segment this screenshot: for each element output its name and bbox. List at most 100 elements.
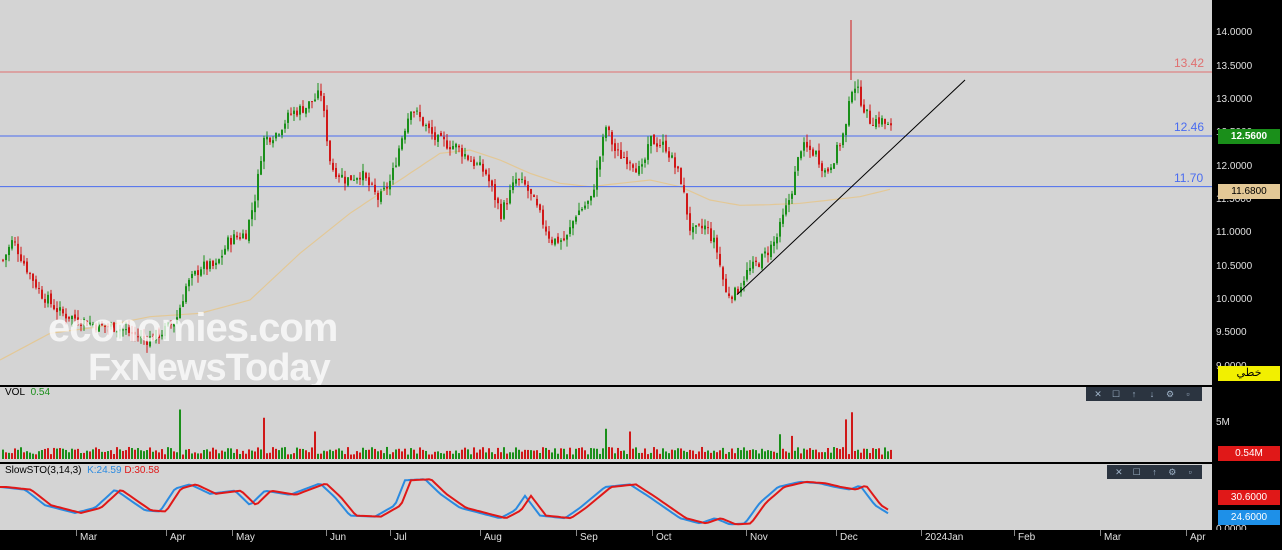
- candle-body: [599, 156, 601, 170]
- volume-bar: [803, 448, 805, 459]
- maximize-icon[interactable]: ☐: [1132, 466, 1141, 477]
- volume-bar: [716, 452, 718, 459]
- volume-bar: [284, 447, 286, 459]
- time-axis-label: Oct: [656, 532, 672, 543]
- stochastic-pane[interactable]: [0, 464, 1212, 530]
- volume-bar: [5, 452, 7, 459]
- settings-icon[interactable]: ⚙: [1165, 388, 1175, 399]
- last-price-tag: 12.5600: [1218, 129, 1280, 144]
- price-chart-svg[interactable]: [0, 0, 1212, 385]
- candle-body: [443, 136, 445, 140]
- volume-bar: [635, 447, 637, 459]
- volume-panel-toolbar[interactable]: ✕ ☐ ↑ ↓ ⚙ ▫: [1086, 387, 1202, 401]
- volume-bar: [530, 450, 532, 459]
- more-icon[interactable]: ▫: [1186, 389, 1190, 399]
- time-axis[interactable]: [0, 530, 1282, 550]
- settings-icon[interactable]: ⚙: [1168, 466, 1177, 477]
- stochastic-panel-toolbar[interactable]: ✕ ☐ ↑ ⚙ ▫: [1107, 465, 1202, 479]
- volume-bar: [128, 446, 130, 459]
- move-down-icon[interactable]: ↓: [1149, 389, 1155, 399]
- candle-body: [83, 319, 85, 325]
- price-pane[interactable]: [0, 0, 1212, 385]
- volume-bar: [80, 453, 82, 459]
- volume-bar: [98, 449, 100, 459]
- volume-title: VOL 0.54: [5, 387, 50, 398]
- candle-body: [734, 287, 736, 300]
- volume-bar: [35, 454, 37, 459]
- move-up-icon[interactable]: ↑: [1152, 467, 1157, 477]
- candle-body: [470, 160, 472, 162]
- volume-bar: [749, 450, 751, 459]
- volume-bar: [833, 447, 835, 459]
- volume-bar: [698, 451, 700, 459]
- time-axis-label: Apr: [170, 532, 186, 543]
- candle-body: [164, 325, 166, 337]
- time-axis-label: Aug: [484, 532, 502, 543]
- candle-body: [515, 179, 517, 184]
- candle-body: [173, 323, 175, 327]
- volume-bar: [497, 447, 499, 459]
- volume-bar: [554, 448, 556, 459]
- volume-bar: [890, 449, 892, 459]
- maximize-icon[interactable]: ☐: [1111, 388, 1121, 399]
- candle-body: [707, 227, 709, 229]
- candle-body: [260, 161, 262, 175]
- chart-mode-button[interactable]: خطي: [1218, 366, 1280, 381]
- more-icon[interactable]: ▫: [1188, 467, 1192, 477]
- candle-body: [794, 171, 796, 195]
- time-axis-tick: [746, 530, 747, 536]
- volume-bar: [881, 454, 883, 459]
- volume-bar: [194, 452, 196, 459]
- volume-bar: [293, 453, 295, 459]
- candle-body: [254, 201, 256, 213]
- candle-body: [782, 214, 784, 224]
- candle-body: [845, 124, 847, 136]
- volume-bar: [323, 450, 325, 459]
- candle-body: [35, 279, 37, 288]
- ma-polyline: [0, 149, 891, 361]
- time-axis-label: Nov: [750, 532, 768, 543]
- volume-bar: [326, 451, 328, 459]
- volume-bar: [269, 452, 271, 459]
- close-icon[interactable]: ✕: [1115, 466, 1123, 477]
- candle-body: [248, 219, 250, 241]
- volume-bar: [875, 448, 877, 459]
- volume-bar: [56, 448, 58, 459]
- volume-bar: [854, 450, 856, 459]
- volume-bar: [392, 452, 394, 459]
- candle-body: [263, 137, 265, 162]
- candle-body: [452, 146, 454, 150]
- candle-body: [641, 164, 643, 167]
- pane-separator[interactable]: [0, 385, 1282, 387]
- volume-bar: [614, 453, 616, 459]
- candle-body: [569, 227, 571, 234]
- candle-body: [830, 167, 832, 171]
- level-label: 11.70: [1174, 170, 1204, 185]
- volume-bar: [38, 451, 40, 459]
- volume-bar: [152, 451, 154, 459]
- volume-bar: [611, 447, 613, 459]
- volume-bar: [149, 447, 151, 459]
- candle-body: [548, 231, 550, 239]
- volume-bar: [569, 447, 571, 459]
- candle-body: [278, 134, 280, 136]
- volume-bar: [674, 450, 676, 459]
- close-icon[interactable]: ✕: [1094, 388, 1102, 399]
- volume-bar: [239, 453, 241, 459]
- candle-body: [77, 317, 79, 324]
- trendline[interactable]: [736, 79, 966, 296]
- candle-body: [104, 325, 106, 327]
- candle-body: [809, 145, 811, 151]
- volume-bar: [869, 453, 871, 459]
- candle-body: [527, 184, 529, 191]
- volume-bar: [641, 452, 643, 459]
- volume-bar: [221, 450, 223, 459]
- candle-body: [839, 145, 841, 147]
- candles: [2, 20, 892, 353]
- volume-bar: [83, 452, 85, 459]
- volume-bar: [122, 450, 124, 459]
- candle-body: [740, 287, 742, 293]
- move-up-icon[interactable]: ↑: [1131, 389, 1137, 399]
- volume-label: VOL: [5, 387, 26, 398]
- pane-separator-2[interactable]: [0, 462, 1282, 464]
